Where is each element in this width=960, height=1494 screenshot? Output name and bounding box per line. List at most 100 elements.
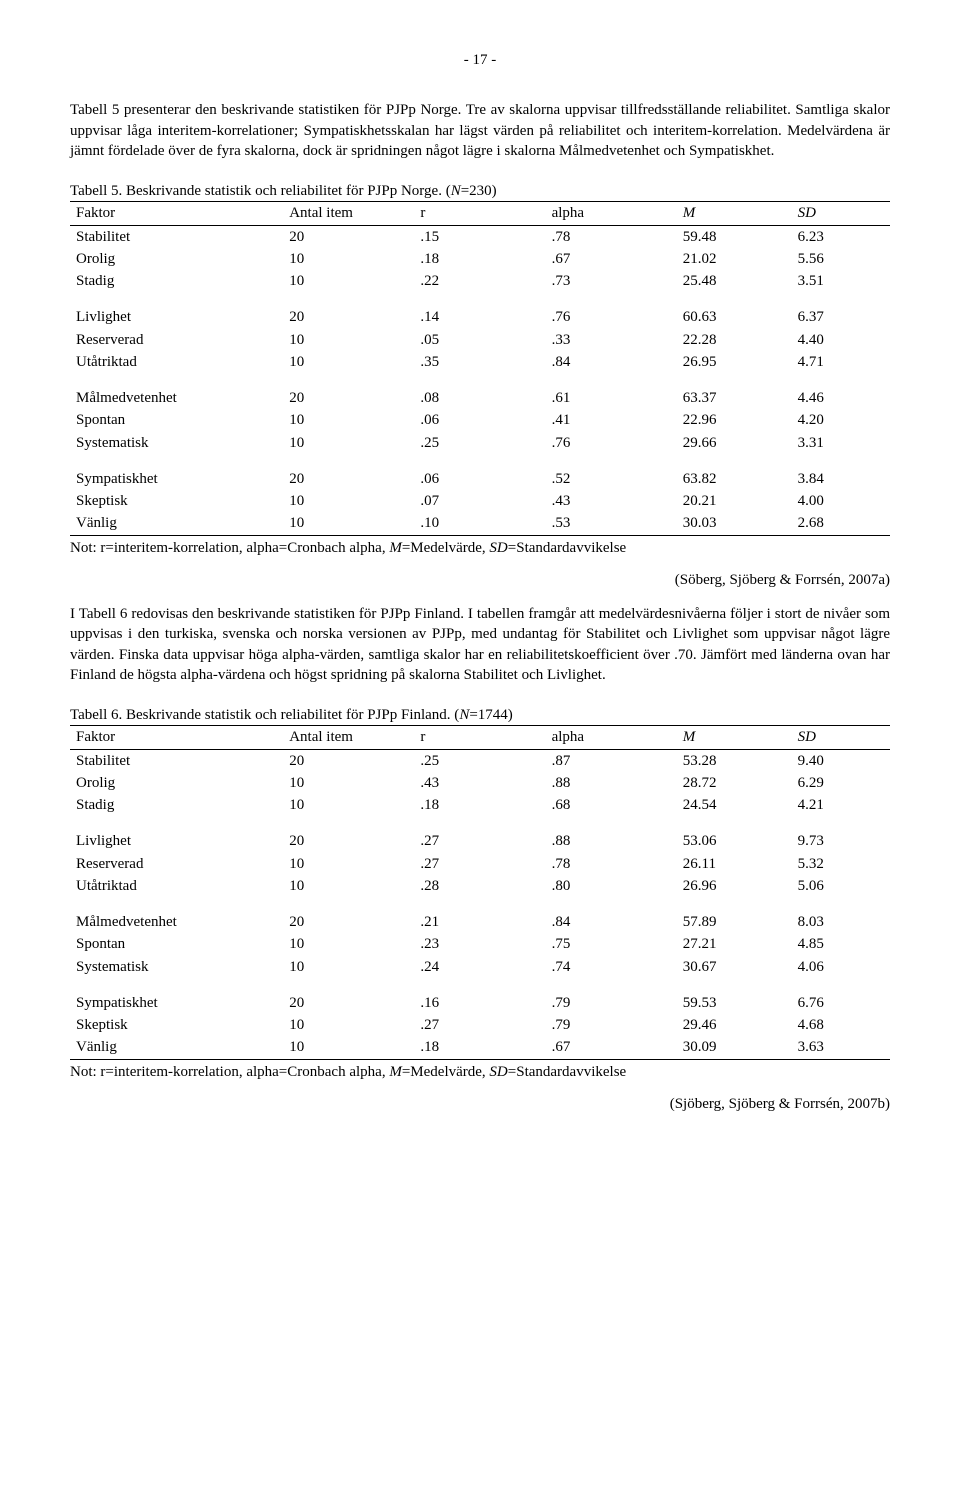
table-row: Spontan10.06.4122.964.20	[70, 409, 890, 431]
cell-sd: 4.85	[792, 933, 890, 955]
t5-note-m: M	[389, 540, 402, 556]
cell-a: .68	[546, 794, 677, 816]
table-row: Livlighet20.14.7660.636.37	[70, 306, 890, 328]
cell-f: Reserverad	[70, 329, 283, 351]
th-faktor: Faktor	[70, 726, 283, 749]
page-number: - 17 -	[70, 50, 890, 70]
th-faktor: Faktor	[70, 202, 283, 225]
cell-r: .18	[414, 794, 545, 816]
table5: Faktor Antal item r alpha M SD Stabilite…	[70, 201, 890, 535]
cell-a: .43	[546, 490, 677, 512]
cell-a: .76	[546, 432, 677, 454]
cell-m: 59.48	[677, 225, 792, 248]
cell-i: 10	[283, 490, 414, 512]
cell-a: .84	[546, 351, 677, 373]
table5-caption: Tabell 5. Beskrivande statistik och reli…	[70, 181, 890, 201]
cell-f: Sympatiskhet	[70, 992, 283, 1014]
cell-sd: 6.23	[792, 225, 890, 248]
cell-r: .28	[414, 875, 545, 897]
cell-r: .06	[414, 468, 545, 490]
table-row: Sympatiskhet20.16.7959.536.76	[70, 992, 890, 1014]
cell-i: 10	[283, 875, 414, 897]
group-spacer	[70, 816, 890, 830]
cell-m: 22.28	[677, 329, 792, 351]
cell-m: 28.72	[677, 772, 792, 794]
cell-f: Orolig	[70, 248, 283, 270]
t5-note-b: =Medelvärde,	[402, 540, 490, 556]
t6-note-c: =Standardavvikelse	[508, 1064, 626, 1080]
cell-r: .18	[414, 1036, 545, 1059]
cell-sd: 4.00	[792, 490, 890, 512]
th-antal: Antal item	[283, 726, 414, 749]
cell-m: 53.28	[677, 749, 792, 772]
cell-f: Stabilitet	[70, 225, 283, 248]
cell-r: .24	[414, 956, 545, 978]
cell-r: .43	[414, 772, 545, 794]
cell-a: .41	[546, 409, 677, 431]
table5-header-row: Faktor Antal item r alpha M SD	[70, 202, 890, 225]
table-row: Orolig10.43.8828.726.29	[70, 772, 890, 794]
table-row: Systematisk10.24.7430.674.06	[70, 956, 890, 978]
cell-a: .76	[546, 306, 677, 328]
cell-a: .74	[546, 956, 677, 978]
cell-i: 10	[283, 329, 414, 351]
cell-f: Spontan	[70, 409, 283, 431]
cell-f: Vänlig	[70, 1036, 283, 1059]
cell-i: 20	[283, 387, 414, 409]
table-row: Stabilitet20.15.7859.486.23	[70, 225, 890, 248]
cell-m: 29.66	[677, 432, 792, 454]
cell-sd: 4.40	[792, 329, 890, 351]
cell-sd: 5.06	[792, 875, 890, 897]
table6-header-row: Faktor Antal item r alpha M SD	[70, 726, 890, 749]
cell-a: .53	[546, 512, 677, 535]
cell-sd: 4.71	[792, 351, 890, 373]
cell-i: 10	[283, 270, 414, 292]
table6-note: Not: r=interitem-korrelation, alpha=Cron…	[70, 1062, 890, 1082]
cell-a: .79	[546, 1014, 677, 1036]
cell-f: Skeptisk	[70, 1014, 283, 1036]
paragraph-1: Tabell 5 presenterar den beskrivande sta…	[70, 100, 890, 161]
cell-r: .07	[414, 490, 545, 512]
t6-note-sd: SD	[489, 1064, 507, 1080]
cell-f: Systematisk	[70, 432, 283, 454]
cell-a: .33	[546, 329, 677, 351]
cell-sd: 9.40	[792, 749, 890, 772]
cell-m: 53.06	[677, 830, 792, 852]
cell-i: 20	[283, 830, 414, 852]
cell-a: .61	[546, 387, 677, 409]
cell-f: Spontan	[70, 933, 283, 955]
cell-sd: 8.03	[792, 911, 890, 933]
cell-r: .22	[414, 270, 545, 292]
cell-f: Orolig	[70, 772, 283, 794]
cell-r: .21	[414, 911, 545, 933]
cell-f: Systematisk	[70, 956, 283, 978]
cell-i: 20	[283, 225, 414, 248]
cell-r: .18	[414, 248, 545, 270]
th-m: M	[677, 202, 792, 225]
cell-sd: 5.32	[792, 853, 890, 875]
cell-i: 20	[283, 749, 414, 772]
cell-r: .25	[414, 749, 545, 772]
table6-caption-a: Tabell 6. Beskrivande statistik och reli…	[70, 707, 459, 723]
table5-caption-a: Tabell 5. Beskrivande statistik och reli…	[70, 183, 451, 199]
cell-m: 30.67	[677, 956, 792, 978]
cell-i: 10	[283, 956, 414, 978]
t5-note-c: =Standardavvikelse	[508, 540, 626, 556]
cell-a: .80	[546, 875, 677, 897]
t6-note-a: Not: r=interitem-korrelation, alpha=Cron…	[70, 1064, 389, 1080]
cell-f: Stadig	[70, 270, 283, 292]
t6-note-m: M	[389, 1064, 402, 1080]
cell-a: .87	[546, 749, 677, 772]
cell-f: Utåtriktad	[70, 875, 283, 897]
th-alpha: alpha	[546, 202, 677, 225]
cell-m: 63.37	[677, 387, 792, 409]
cell-r: .06	[414, 409, 545, 431]
cell-i: 10	[283, 853, 414, 875]
cell-r: .35	[414, 351, 545, 373]
cell-a: .78	[546, 225, 677, 248]
cell-a: .52	[546, 468, 677, 490]
cell-f: Livlighet	[70, 830, 283, 852]
cell-a: .67	[546, 248, 677, 270]
cell-sd: 3.63	[792, 1036, 890, 1059]
table-row: Vänlig10.10.5330.032.68	[70, 512, 890, 535]
